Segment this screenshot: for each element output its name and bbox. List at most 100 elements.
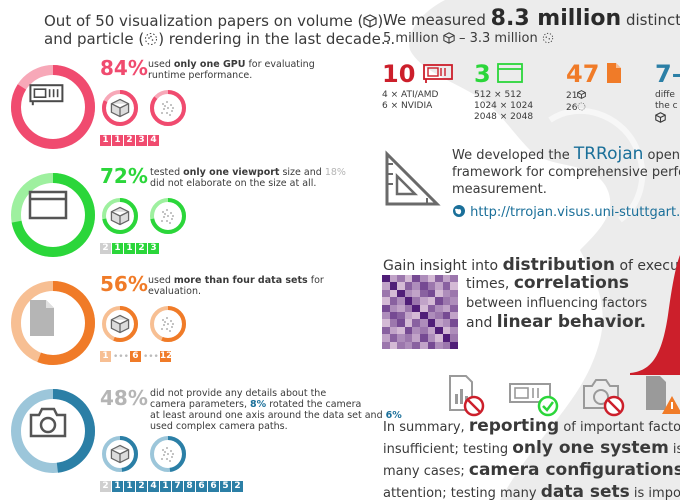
gain-line2: times, correlations (466, 273, 629, 293)
heat-cell (412, 297, 420, 305)
summary-bold: camera configurations (468, 460, 680, 480)
summary-bold: data sets (540, 482, 630, 500)
gain-distribution: distribution (502, 255, 616, 275)
camera-icon (28, 406, 68, 442)
ring-fill (11, 173, 95, 257)
heat-cell (412, 304, 420, 312)
project-link[interactable]: http://trrojan.visus.uni-stuttgart.de (452, 204, 680, 220)
heat-cell (397, 289, 405, 298)
stat-viewports-line3: 2048 × 2048 (474, 112, 534, 122)
summary-line: many cases; camera configurations requ (383, 460, 680, 482)
heat-cell (397, 334, 405, 342)
stat-gpus-number: 10 (382, 60, 416, 88)
mini-ring (102, 198, 138, 234)
heat-cell (412, 312, 420, 320)
heat-cell (419, 326, 428, 335)
heat-cell (450, 312, 458, 320)
heat-cell (404, 326, 413, 335)
stat-gpus: 10 4 × ATI/AMD 6 × NVIDIA (382, 60, 455, 112)
particles-icon (542, 32, 554, 44)
heat-cell (404, 304, 413, 312)
heat-cell (382, 312, 390, 320)
ring-fill (102, 306, 138, 342)
ring-fill (11, 65, 95, 149)
mini-ring (102, 306, 138, 342)
particles-icon (158, 444, 178, 468)
heat-cell (427, 312, 436, 320)
tile: 2 (100, 481, 111, 492)
heat-cell (397, 341, 405, 349)
heat-cell (382, 275, 390, 283)
measured-line2: 5 million – 3.3 million (383, 31, 554, 46)
finding-text: used only one GPU for evaluating runtime … (148, 59, 315, 81)
particles-icon (578, 102, 586, 111)
cube-icon (110, 206, 130, 230)
particle-ring (148, 304, 188, 344)
heat-cell (412, 275, 420, 283)
frequency-tiles: 1 ••• 6 •••12 (100, 346, 172, 365)
tile: 4 (148, 135, 159, 146)
ring-fill (150, 306, 186, 342)
heat-cell (404, 319, 413, 327)
tile: 3 (136, 135, 147, 146)
heat-cell (450, 289, 458, 298)
heat-cell (427, 297, 436, 305)
text-bold: only one viewport (183, 167, 280, 178)
share-ring (6, 276, 100, 374)
tile: 2 (124, 135, 135, 146)
heat-cell (442, 297, 451, 305)
stat-cameras-number: 7– (655, 60, 680, 88)
tile: 3 (148, 243, 159, 254)
heat-cell (412, 289, 420, 298)
heat-cell (442, 334, 451, 342)
developed-text-a: We developed the (452, 148, 574, 163)
heat-cell (435, 319, 443, 327)
heat-cell (427, 289, 436, 298)
tile: 2 (136, 481, 147, 492)
gpu-icon (422, 64, 453, 83)
stat-cameras-line2: the c (655, 101, 678, 111)
stat-datasets-line1: 21 (566, 91, 578, 101)
window-icon (28, 190, 68, 224)
background-silhouette (409, 0, 680, 500)
heat-cell (389, 326, 398, 335)
chart-document-warning-icon (449, 375, 485, 417)
tile: 6 (196, 481, 207, 492)
heat-cell (404, 297, 413, 305)
heat-cell (412, 319, 420, 327)
heat-cell (382, 319, 390, 327)
share-ring-chart (11, 389, 95, 473)
measured-text-b: distinct configu (625, 11, 680, 29)
heat-cell (412, 326, 420, 335)
heat-cell (427, 326, 436, 335)
heat-cell (435, 297, 443, 305)
heat-cell (389, 334, 398, 342)
measured-line: We measured 8.3 million distinct configu (383, 6, 680, 31)
share-ring (6, 60, 100, 158)
tile: 1 (112, 243, 123, 254)
stat-viewports-number: 3 (474, 60, 491, 88)
heat-cell (382, 304, 390, 312)
document-icon (606, 63, 621, 83)
heat-cell (397, 297, 405, 305)
tile: 1 (124, 481, 135, 492)
heat-cell (404, 334, 413, 342)
heat-cell (404, 275, 413, 283)
heat-cell (450, 282, 458, 290)
ring-fill (102, 198, 138, 234)
heat-cell (382, 282, 390, 290)
tile: 2 (232, 481, 243, 492)
heat-cell (419, 297, 428, 305)
heading-line1-end: ) (377, 12, 384, 30)
gpu-icon (28, 82, 68, 110)
trrojan-name-a: TRR (573, 144, 608, 164)
ring-fill (150, 436, 186, 472)
heat-cell (389, 304, 398, 312)
text-line2: runtime performance. (148, 70, 253, 81)
heat-cell (427, 275, 436, 283)
trrojan-name-b: ojan (607, 144, 644, 164)
heat-cell (435, 289, 443, 298)
heat-cell (442, 304, 451, 312)
